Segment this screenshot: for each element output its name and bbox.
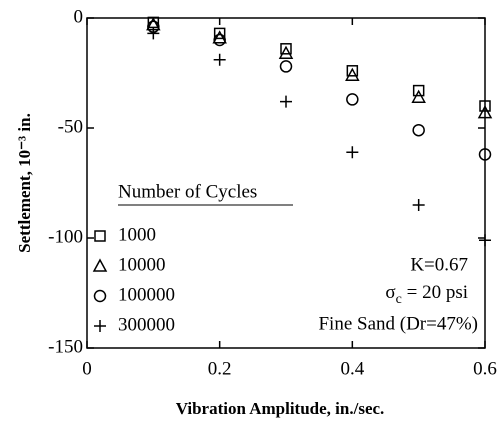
legend-marker	[92, 258, 108, 272]
marker	[147, 27, 160, 40]
annotation: K=0.67	[410, 254, 468, 275]
y-tick-label: -100	[48, 226, 83, 247]
marker	[479, 234, 491, 247]
legend-title: Number of Cycles	[118, 181, 257, 202]
legend-label: 100000	[118, 284, 175, 305]
marker	[345, 67, 360, 81]
legend-marker	[93, 289, 107, 303]
x-tick-label: 0.6	[473, 358, 497, 379]
y-tick-label: -150	[48, 336, 83, 357]
legend-label: 10000	[118, 254, 166, 275]
marker	[346, 65, 359, 77]
annotation-symbol: σ	[385, 282, 395, 303]
marker	[411, 89, 426, 103]
annotation-text: = 20 psi	[402, 282, 468, 303]
marker	[280, 43, 292, 55]
marker	[213, 27, 226, 40]
x-tick-label: 0.4	[340, 358, 364, 379]
marker	[412, 84, 425, 97]
marker	[346, 93, 359, 106]
marker	[278, 45, 294, 59]
y-tick-label: 0	[74, 6, 84, 27]
plot-frame	[86, 17, 486, 349]
legend-label: 1000	[118, 224, 156, 245]
marker	[477, 105, 493, 119]
legend-marker	[94, 230, 106, 242]
marker	[412, 123, 425, 137]
marker	[412, 199, 425, 211]
legend-marker	[94, 320, 106, 332]
marker	[213, 53, 226, 66]
marker	[279, 60, 293, 73]
x-axis-label: Vibration Amplitude, in./sec.	[176, 399, 385, 418]
marker	[478, 148, 492, 161]
annotation-subscript: c	[396, 292, 402, 307]
marker	[346, 146, 359, 159]
x-tick-label: 0.2	[208, 358, 232, 379]
marker	[280, 95, 292, 108]
y-axis-label: Settlement, 10⁻³ in.	[15, 113, 34, 253]
annotation: Fine Sand (Dr=47%)	[318, 313, 478, 334]
y-tick-label: -50	[58, 116, 83, 137]
marker	[212, 30, 227, 44]
annotation: σc = 20 psi	[385, 282, 468, 307]
marker	[479, 100, 491, 112]
marker	[213, 33, 226, 47]
x-tick-label: 0	[82, 358, 92, 379]
legend-label: 300000	[118, 314, 175, 335]
